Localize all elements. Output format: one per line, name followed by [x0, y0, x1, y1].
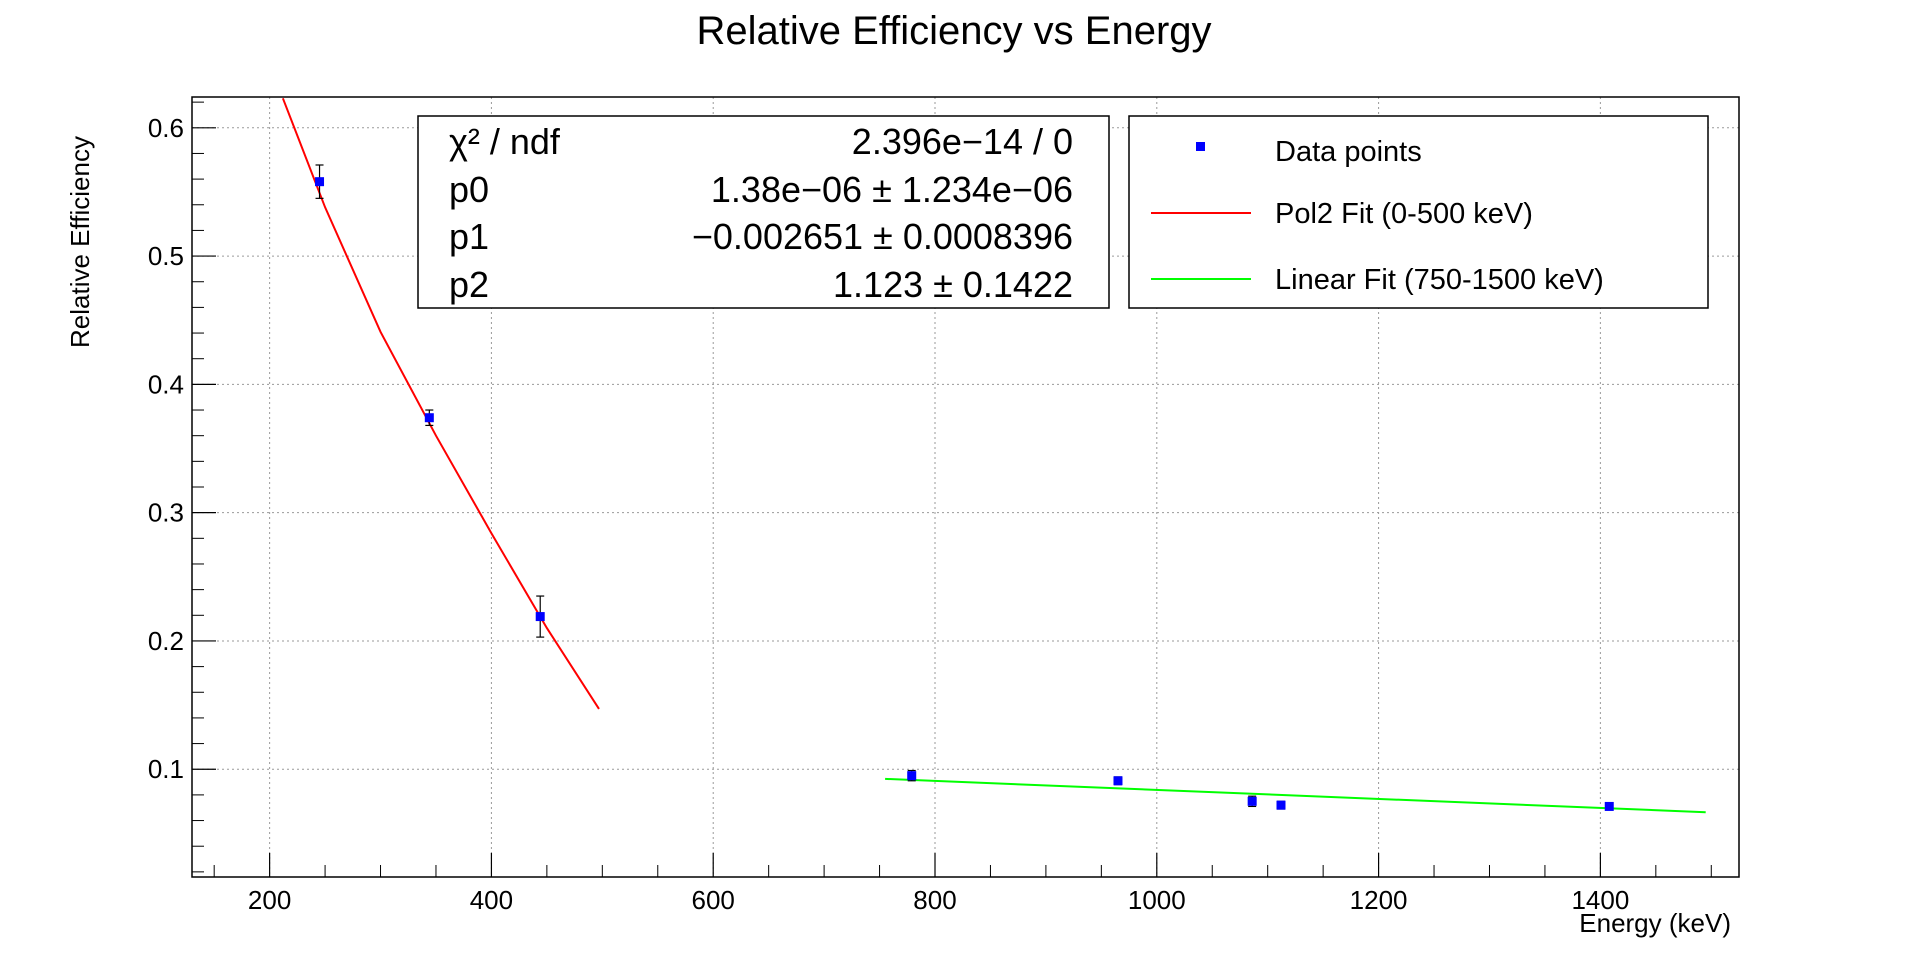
pol2-fit-curve: [281, 97, 600, 710]
stats-row-value: 1.38e−06 ± 1.234e−06: [711, 169, 1073, 210]
y-tick-label: 0.6: [148, 113, 184, 143]
y-tick-label: 0.1: [148, 754, 184, 784]
stats-row-label: p1: [449, 216, 489, 257]
data-point: [1247, 796, 1257, 806]
x-tick-label: 800: [913, 885, 956, 915]
stats-row-value: −0.002651 ± 0.0008396: [692, 216, 1073, 257]
x-tick-label: 600: [692, 885, 735, 915]
x-tick-label: 1000: [1128, 885, 1186, 915]
y-tick-label: 0.2: [148, 626, 184, 656]
chart-title: Relative Efficiency vs Energy: [696, 9, 1211, 53]
data-point: [907, 771, 917, 781]
legend: Data points Pol2 Fit (0-500 keV) Linear …: [1128, 115, 1709, 309]
x-tick-label: 1200: [1350, 885, 1408, 915]
fit-stats-box: χ² / ndf 2.396e−14 / 0 p0 1.38e−06 ± 1.2…: [417, 115, 1110, 309]
axes-layer: 200 400 600 800 1000 1200 1400 0.1 0.2 0.3 0.4 0.5 0…: [148, 101, 1712, 915]
fit-stats-frame: [417, 115, 1110, 309]
legend-label-pol2: Pol2 Fit (0-500 keV): [1275, 198, 1533, 230]
stats-row-label: p2: [449, 264, 489, 305]
y-tick-label: 0.4: [148, 369, 184, 399]
x-tick-label: 400: [470, 885, 513, 915]
stats-row-value: 2.396e−14 / 0: [852, 121, 1073, 162]
data-point: [1604, 801, 1614, 811]
legend-marker-data-points: [1196, 142, 1205, 151]
data-point: [1276, 800, 1286, 810]
fits-layer: [281, 97, 1706, 814]
linear-fit-line: [885, 777, 1706, 814]
plot-frame: [191, 96, 1740, 878]
stats-row-label: p0: [449, 169, 489, 210]
data-point: [424, 413, 434, 423]
x-tick-label: 1400: [1571, 885, 1629, 915]
stats-row-value: 1.123 ± 0.1422: [833, 264, 1073, 305]
legend-label-linear: Linear Fit (750-1500 keV): [1275, 264, 1604, 296]
y-tick-label: 0.3: [148, 498, 184, 528]
data-point: [1113, 776, 1123, 786]
y-axis-label: Relative Efficiency: [65, 136, 95, 348]
x-tick-label: 200: [248, 885, 291, 915]
legend-label-data-points: Data points: [1275, 136, 1422, 168]
points-layer: [315, 164, 1614, 811]
y-tick-label: 0.5: [148, 241, 184, 271]
data-point: [315, 177, 325, 187]
x-axis-label: Energy (keV): [1579, 908, 1731, 938]
data-point: [535, 612, 545, 622]
stats-row-label: χ² / ndf: [449, 121, 561, 162]
